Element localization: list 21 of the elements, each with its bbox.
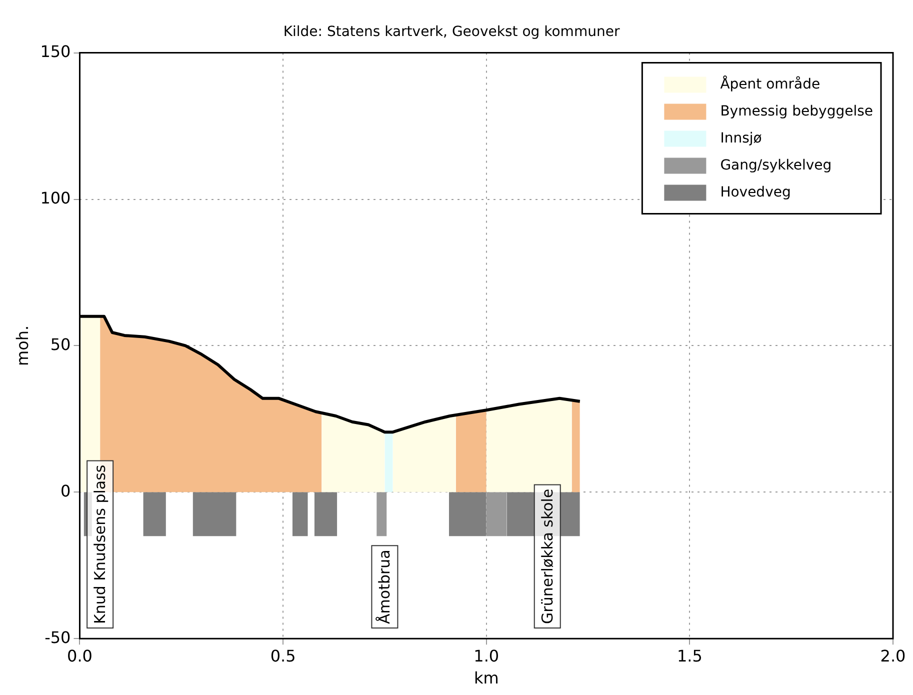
x-tick-label: 1.5 xyxy=(676,646,702,666)
legend-label: Åpent område xyxy=(720,75,820,92)
x-tick-label: 0.5 xyxy=(270,646,296,666)
y-tick-label: 100 xyxy=(40,188,71,208)
annotation: Knud Knudsens plass xyxy=(90,464,109,624)
legend-label: Innsjø xyxy=(720,130,762,146)
chart-title: Kilde: Statens kartverk, Geovekst og kommuner xyxy=(283,24,620,40)
legend-label: Bymessig bebyggelse xyxy=(720,103,873,120)
annotation: Åmotbrua xyxy=(376,550,394,624)
y-tick-label: -50 xyxy=(44,628,71,647)
y-tick-label: 50 xyxy=(50,334,71,354)
x-axis-title: km xyxy=(474,668,499,688)
legend-label: Hovedveg xyxy=(720,184,791,200)
x-tick-label: 2.0 xyxy=(880,646,906,666)
legend-label: Gang/sykkelveg xyxy=(720,157,832,174)
x-tick-label: 0.0 xyxy=(67,646,92,666)
y-axis-title: moh. xyxy=(12,325,32,366)
y-tick-label: 150 xyxy=(40,42,71,61)
y-tick-label: 0 xyxy=(60,481,71,500)
x-tick-label: 1.0 xyxy=(474,646,500,666)
annotation: Grünerløkka skole xyxy=(538,488,556,624)
